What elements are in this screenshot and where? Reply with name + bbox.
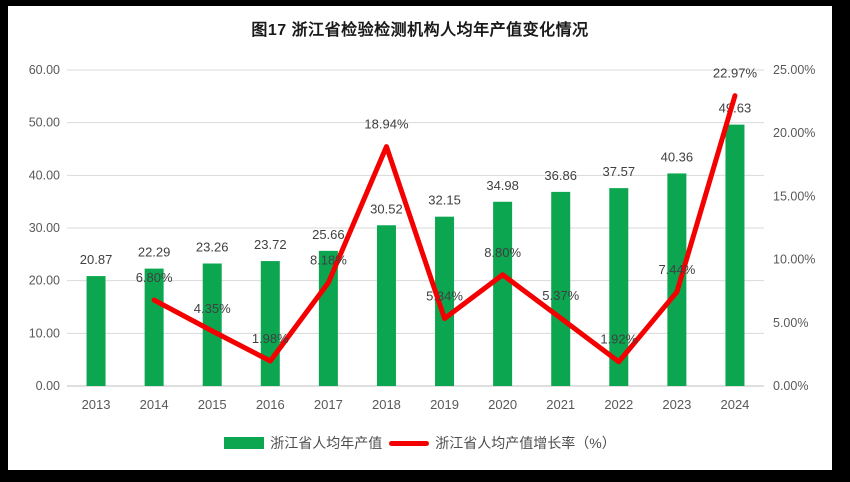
svg-text:22.97%: 22.97% [713,66,758,81]
legend-item-line-series: 浙江省人均产值增长率（%） [389,433,616,453]
legend-label-line-series: 浙江省人均产值增长率（%） [435,435,616,451]
svg-text:8.18%: 8.18% [310,253,347,268]
svg-text:2021: 2021 [546,397,575,412]
svg-text:1.98%: 1.98% [252,331,289,346]
svg-text:60.00: 60.00 [29,63,60,77]
svg-text:20.87: 20.87 [80,252,113,267]
svg-text:32.15: 32.15 [428,193,461,208]
svg-text:36.86: 36.86 [544,168,577,183]
svg-text:2020: 2020 [488,397,517,412]
chart-legend: 浙江省人均年产值 浙江省人均产值增长率（%） [8,433,832,453]
svg-text:2018: 2018 [372,397,401,412]
bar-series [86,124,745,387]
svg-text:34.98: 34.98 [486,178,519,193]
svg-text:2015: 2015 [198,397,227,412]
svg-text:30.52: 30.52 [370,201,403,216]
svg-text:25.00%: 25.00% [773,63,815,77]
gridlines [67,69,764,387]
svg-text:22.29: 22.29 [138,245,171,260]
right-axis-tick-labels: 0.00% 5.00% 10.00% 15.00% 20.00% 25.00% [773,63,815,393]
svg-text:2013: 2013 [82,397,111,412]
bar-series-swatch-icon [224,437,265,449]
legend-label-bar-series: 浙江省人均年产值 [270,435,383,451]
svg-text:10.00: 10.00 [29,326,60,340]
legend-item-bar-series: 浙江省人均年产值 [224,433,382,453]
svg-text:2014: 2014 [140,397,169,412]
svg-text:40.00: 40.00 [29,168,60,182]
svg-text:5.00%: 5.00% [773,316,808,330]
svg-text:6.80%: 6.80% [136,270,173,285]
svg-text:25.66: 25.66 [312,227,345,242]
line-series-swatch-icon [389,440,430,446]
svg-text:7.44%: 7.44% [658,262,695,277]
svg-text:2017: 2017 [314,397,343,412]
svg-text:4.35%: 4.35% [194,301,231,316]
left-axis-tick-labels: 0.00 10.00 20.00 30.00 40.00 50.00 60.00 [29,63,60,393]
svg-text:0.00%: 0.00% [773,379,808,393]
svg-text:2016: 2016 [256,397,285,412]
svg-text:8.80%: 8.80% [484,245,521,260]
line-series [151,93,738,365]
svg-text:50.00: 50.00 [29,116,60,130]
svg-text:10.00%: 10.00% [773,253,815,267]
svg-text:2024: 2024 [720,397,749,412]
svg-text:18.94%: 18.94% [364,117,409,132]
svg-text:40.36: 40.36 [661,149,694,164]
chart-title: 图17 浙江省检验检测机构人均年产值变化情况 [251,22,589,39]
svg-text:23.72: 23.72 [254,237,287,252]
svg-text:2019: 2019 [430,397,459,412]
svg-text:0.00: 0.00 [36,379,60,393]
svg-text:30.00: 30.00 [29,221,60,235]
svg-text:20.00%: 20.00% [773,126,815,140]
svg-text:20.00: 20.00 [29,274,60,288]
svg-text:2023: 2023 [662,397,691,412]
svg-text:2022: 2022 [604,397,633,412]
svg-text:15.00%: 15.00% [773,189,815,203]
svg-text:1.92%: 1.92% [600,332,637,347]
svg-text:5.37%: 5.37% [542,288,579,303]
svg-text:37.57: 37.57 [603,164,636,179]
svg-text:23.26: 23.26 [196,239,229,254]
svg-text:5.34%: 5.34% [426,289,463,304]
x-axis-labels: 2013 2014 2015 2016 2017 2018 2019 2020 2021 2022… [82,397,750,412]
bar-value-labels: 20.87 22.29 23.26 23.72 25.66 30.52 32.15 34.98… [80,101,751,267]
svg-text:49.63: 49.63 [719,101,752,116]
line-percent-labels: 6.80% 4.35% 1.98% 8.18% 18.94% 5.34% 8.80% 5.37… [136,66,758,347]
